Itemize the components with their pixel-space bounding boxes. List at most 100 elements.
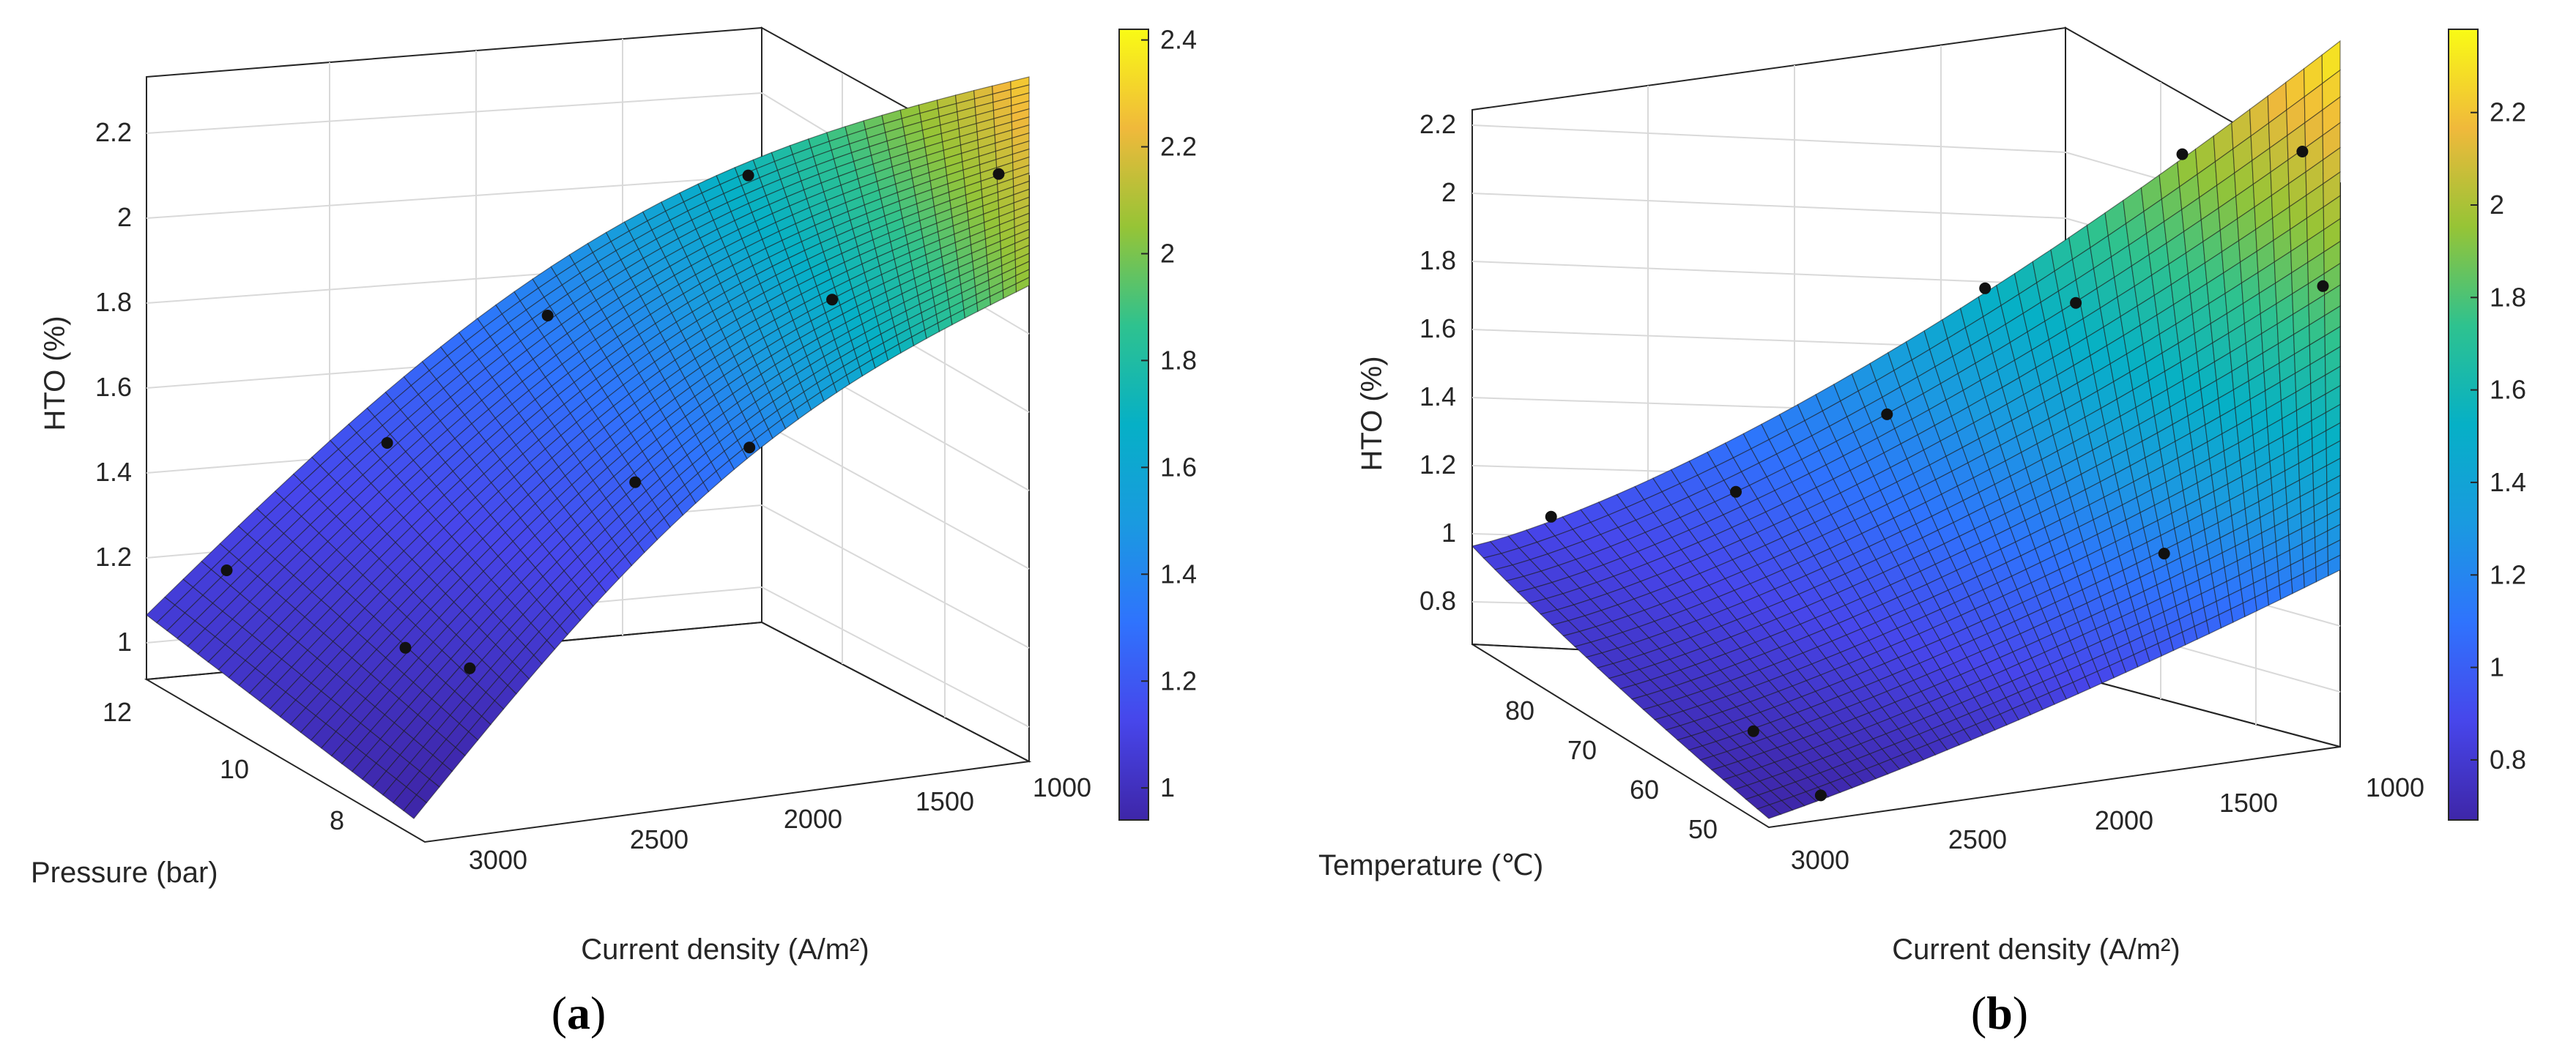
b-colorbar-tick-label: 1.4 — [2490, 467, 2526, 497]
b-colorbar-tick-label: 0.8 — [2490, 745, 2526, 775]
b-x-axis: 3000 2500 2000 1500 1000 Current density… — [1791, 772, 2424, 966]
a-data-point — [541, 310, 554, 321]
b-data-point — [2296, 146, 2309, 157]
b-colorbar-ticks: 0.8 1 1.2 1.4 1.6 1.8 2 2.2 — [2471, 97, 2526, 775]
a-colorbar-gradient — [1119, 29, 1148, 820]
b-data-point — [2176, 148, 2189, 160]
b-panel-label: (b) — [1971, 987, 2028, 1039]
a-colorbar-tick-label: 1.6 — [1160, 452, 1197, 482]
b-z-tick-1: 0.8 — [1419, 586, 1456, 616]
chart-panel-a: 1 1.2 1.4 1.6 1.8 2 2.2 HTO (%) 12 10 8 … — [31, 25, 1197, 1039]
a-x-tick-1: 3000 — [469, 845, 527, 875]
b-colorbar-tick-label: 1.8 — [2490, 282, 2526, 312]
b-data-point — [1747, 725, 1759, 737]
a-colorbar-tick-label: 1 — [1160, 772, 1175, 802]
a-z-label: HTO (%) — [39, 316, 71, 430]
b-z-tick-6: 1.8 — [1419, 245, 1456, 275]
b-data-point — [2070, 297, 2082, 309]
b-y-axis: 80 70 60 50 Temperature (℃) — [1318, 696, 1718, 881]
b-z-tick-4: 1.4 — [1419, 381, 1456, 411]
a-y-axis: 12 10 8 Pressure (bar) — [31, 697, 344, 889]
a-x-tick-2: 2500 — [630, 824, 688, 854]
a-data-point — [743, 441, 756, 454]
a-colorbar-tick-label: 2.2 — [1160, 132, 1197, 162]
a-data-point — [399, 641, 412, 654]
b-x-tick-1: 3000 — [1791, 845, 1849, 875]
b-z-axis: 0.8 1 1.2 1.4 1.6 1.8 2 2.2 HTO (%) — [1356, 109, 1456, 616]
b-z-tick-5: 1.6 — [1419, 313, 1456, 343]
a-data-point — [742, 169, 754, 182]
a-colorbar-ticks: 1 1.2 1.4 1.6 1.8 2 2.2 2.4 — [1141, 25, 1197, 802]
b-colorbar-tick-label: 2.2 — [2490, 97, 2526, 127]
a-z-tick-6: 2 — [117, 202, 132, 232]
a-y-tick-2: 10 — [220, 754, 249, 784]
b-y-label: Temperature (℃) — [1318, 849, 1543, 881]
a-z-tick-5: 1.8 — [95, 287, 132, 317]
b-data-point — [2317, 280, 2329, 292]
b-data-point — [1979, 282, 1992, 294]
a-panel-label: (a) — [552, 987, 606, 1039]
a-y-tick-1: 12 — [103, 697, 132, 727]
a-data-point — [464, 662, 476, 674]
a-colorbar-tick-label: 2 — [1160, 239, 1175, 269]
a-colorbar-tick-label: 1.4 — [1160, 559, 1197, 589]
a-y-label: Pressure (bar) — [31, 857, 218, 889]
a-y-tick-3: 8 — [330, 805, 344, 835]
a-panel-letter: a — [567, 987, 590, 1039]
b-x-tick-3: 2000 — [2095, 805, 2153, 835]
b-data-point — [1881, 408, 1893, 420]
b-colorbar-tick-label: 1.6 — [2490, 375, 2526, 405]
b-z-label: HTO (%) — [1356, 356, 1388, 471]
b-data-point — [1730, 485, 1742, 498]
b-x-tick-5: 1000 — [2366, 772, 2424, 802]
a-data-point — [826, 294, 839, 306]
b-colorbar-tick-label: 2 — [2490, 190, 2504, 220]
a-z-tick-7: 2.2 — [95, 117, 132, 147]
b-data-point — [1545, 510, 1557, 523]
a-x-tick-4: 1500 — [916, 786, 974, 816]
a-colorbar-tick-label: 2.4 — [1160, 25, 1197, 55]
a-z-tick-1: 1 — [117, 627, 132, 657]
a-surface — [146, 76, 1030, 819]
a-z-tick-4: 1.6 — [95, 372, 132, 402]
b-z-tick-8: 2.2 — [1419, 109, 1456, 139]
b-surface-cell — [2327, 554, 2341, 577]
chart-panel-b: 0.8 1 1.2 1.4 1.6 1.8 2 2.2 HTO (%) 80 7… — [1318, 26, 2526, 1039]
b-y-tick-2: 70 — [1567, 735, 1597, 765]
a-z-tick-2: 1.2 — [95, 542, 132, 572]
b-y-tick-1: 80 — [1505, 696, 1534, 726]
b-x-label: Current density (A/m²) — [1892, 933, 2180, 966]
b-z-tick-3: 1.2 — [1419, 450, 1456, 480]
a-points — [220, 168, 1005, 674]
a-data-point — [992, 168, 1005, 180]
a-z-tick-3: 1.4 — [95, 457, 132, 487]
a-colorbar: 1 1.2 1.4 1.6 1.8 2 2.2 2.4 — [1118, 25, 1197, 821]
b-colorbar: 0.8 1 1.2 1.4 1.6 1.8 2 2.2 — [2448, 29, 2526, 821]
a-data-point — [220, 564, 233, 576]
a-data-point — [381, 437, 393, 449]
b-colorbar-gradient — [2449, 29, 2478, 820]
b-panel-letter: b — [1986, 987, 2013, 1039]
b-z-tick-2: 1 — [1441, 518, 1456, 548]
a-x-axis: 3000 2500 2000 1500 1000 Current density… — [469, 772, 1091, 966]
a-z-axis: 1 1.2 1.4 1.6 1.8 2 2.2 HTO (%) — [39, 117, 132, 657]
b-y-tick-3: 60 — [1630, 775, 1659, 805]
b-colorbar-tick-label: 1.2 — [2490, 559, 2526, 589]
a-colorbar-tick-label: 1.2 — [1160, 666, 1197, 696]
b-colorbar-tick-label: 1 — [2490, 652, 2504, 682]
b-z-tick-7: 2 — [1441, 177, 1456, 207]
b-data-point — [1814, 789, 1827, 802]
b-data-point — [2158, 548, 2170, 560]
b-x-tick-4: 1500 — [2219, 788, 2278, 818]
a-x-label: Current density (A/m²) — [581, 933, 869, 966]
a-data-point — [629, 476, 642, 488]
a-surface-cell — [1015, 277, 1030, 293]
b-points — [1545, 146, 2329, 802]
a-colorbar-tick-label: 1.8 — [1160, 345, 1197, 375]
a-x-tick-5: 1000 — [1033, 772, 1091, 802]
a-x-tick-3: 2000 — [784, 804, 842, 834]
b-y-tick-4: 50 — [1688, 814, 1718, 844]
b-x-tick-2: 2500 — [1948, 824, 2007, 854]
b-surface — [1471, 40, 2341, 819]
